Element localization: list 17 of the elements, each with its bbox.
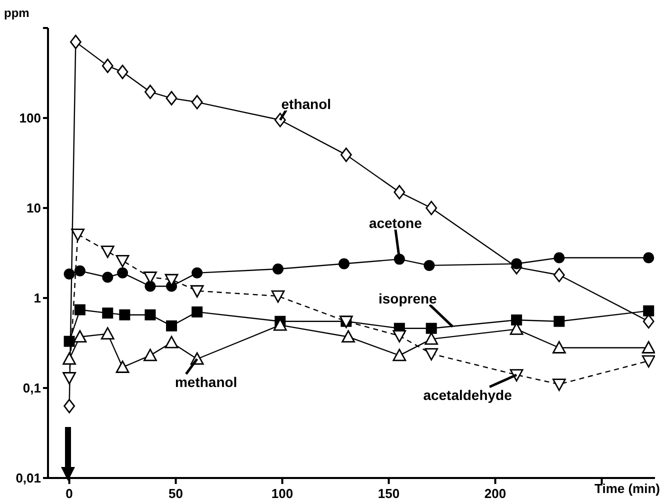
annotation: acetaldehyde — [423, 386, 512, 403]
x-tick-label: 50 — [168, 486, 184, 501]
x-tick-label: 200 — [484, 486, 506, 501]
y-tick-label: 0,01 — [16, 470, 41, 486]
x-tick-label: 0 — [66, 486, 73, 501]
x-tick-label: 100 — [271, 486, 294, 501]
y-tick-label: 1 — [34, 290, 41, 306]
y-tick-label: 10 — [26, 200, 41, 216]
y-tick-label: 100 — [19, 110, 41, 126]
y-tick-label: 0,1 — [22, 380, 41, 396]
x-axis-title: Time (min) — [594, 481, 660, 496]
annotation: methanol — [174, 374, 238, 390]
annotation: acetone — [368, 215, 422, 232]
x-tick-label: 150 — [378, 486, 400, 501]
annotation: ethanol — [281, 96, 332, 112]
annotation: isoprene — [378, 290, 438, 307]
y-axis-title: ppm — [4, 6, 30, 20]
